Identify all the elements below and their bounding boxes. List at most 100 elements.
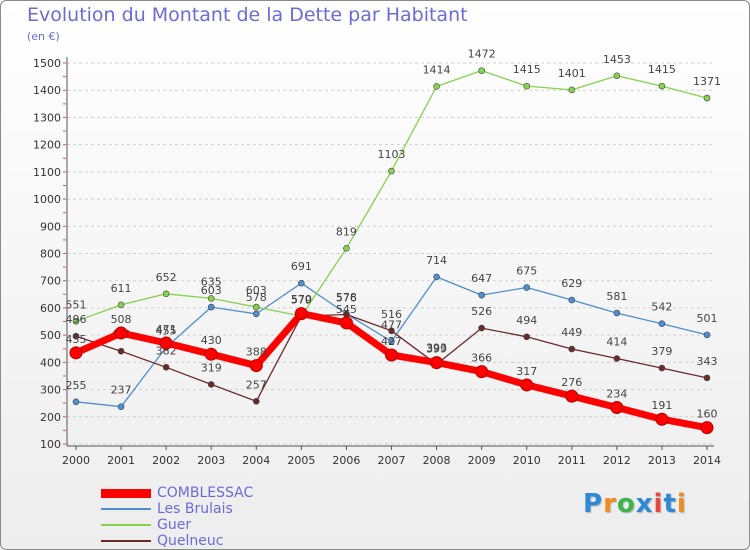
data-point [162,363,170,371]
data-label: 1415 [648,63,676,76]
data-point [72,332,80,340]
data-label: 366 [471,352,492,365]
data-label: 1415 [513,63,541,76]
data-label: 570 [291,293,312,306]
data-point [703,374,711,382]
x-tick-label: 2012 [603,454,631,467]
data-point [117,347,125,355]
x-tick-label: 2005 [287,454,315,467]
x-tick-label: 2014 [693,454,721,467]
x-tick-label: 2011 [558,454,586,467]
series-les-brulais: 255 2374556035786915784777146476756295815… [66,254,718,411]
y-tick-label: 800 [40,248,61,261]
data-label: 579 [291,294,312,307]
data-label: 191 [651,399,672,412]
data-label: 1401 [558,67,586,80]
data-point [252,310,260,318]
data-label: 508 [111,313,132,326]
data-label: 1414 [423,63,451,76]
data-label: 399 [426,343,447,356]
data-label: 160 [697,408,718,421]
y-tick-label: 1500 [33,57,61,70]
data-label: 578 [246,291,267,304]
data-point [478,324,485,332]
y-tick-label: 500 [40,329,61,342]
legend-swatch [101,524,151,526]
data-point [655,412,669,426]
data-label: 603 [246,284,267,297]
data-point [252,397,260,405]
data-label: 477 [381,318,402,331]
data-label: 414 [606,336,627,349]
data-point [568,86,576,94]
x-tick-label: 2007 [378,454,406,467]
data-point [478,67,485,74]
data-label: 675 [516,265,537,278]
data-label: 471 [156,323,177,336]
data-point [72,317,80,325]
data-label: 427 [381,335,402,348]
x-tick-label: 2010 [513,454,541,467]
data-label: 570 [291,293,312,306]
data-label: 1103 [378,148,406,161]
data-label: 819 [336,225,357,238]
data-label: 714 [426,254,447,267]
x-tick-label: 2004 [242,454,270,467]
data-point [388,338,395,345]
data-point [117,403,125,411]
x-tick-label: 2000 [62,454,90,467]
legend-label: Guer [157,517,192,533]
data-label: 319 [201,361,222,374]
y-tick-label: 1200 [33,139,61,152]
data-point [658,320,666,328]
data-point [388,327,395,335]
data-point [207,303,215,311]
data-point [568,345,576,353]
y-tick-label: 1400 [33,84,61,97]
y-tick-label: 1100 [33,166,61,179]
data-label: 257 [246,378,267,391]
data-point [339,316,353,330]
y-tick-label: 900 [40,220,61,233]
data-point [658,364,666,372]
data-point [72,398,80,406]
data-label: 1371 [693,75,721,88]
data-label: 379 [651,345,672,358]
data-label: 603 [201,284,222,297]
data-label: 647 [471,272,492,285]
data-point [433,83,440,90]
legend-label: Quelneuc [157,533,224,549]
data-label: 652 [156,271,177,284]
data-point [613,309,621,317]
data-point [568,296,576,304]
data-point [523,284,531,291]
data-point [249,359,263,373]
data-label: 435 [66,333,87,346]
y-tick-label: 400 [40,356,61,369]
data-point [430,356,444,370]
data-label: 581 [606,290,627,303]
data-label: 542 [651,301,672,314]
series-comblessac: 435 508 471 430 388 579 545 427 399 366 317 276 234 1… [66,294,718,435]
data-point [162,290,170,298]
data-label: 343 [697,355,718,368]
brand-logo: Proxiti [583,489,687,519]
chart-title: Evolution du Montant de la Dette par Hab… [27,4,468,26]
data-point [703,331,711,339]
legend-label: Les Brulais [157,501,233,517]
chart-unit: (en €) [27,30,60,43]
data-label: 449 [561,326,582,339]
data-point [294,307,308,321]
y-tick-label: 200 [40,411,61,424]
x-tick-label: 2003 [197,454,225,467]
data-point [114,326,128,340]
data-label: 526 [471,305,492,318]
data-point [433,273,440,281]
data-label: 545 [336,303,357,316]
data-point [204,347,218,361]
data-point [207,381,215,388]
data-point [385,348,398,362]
legend-swatch [101,540,151,542]
